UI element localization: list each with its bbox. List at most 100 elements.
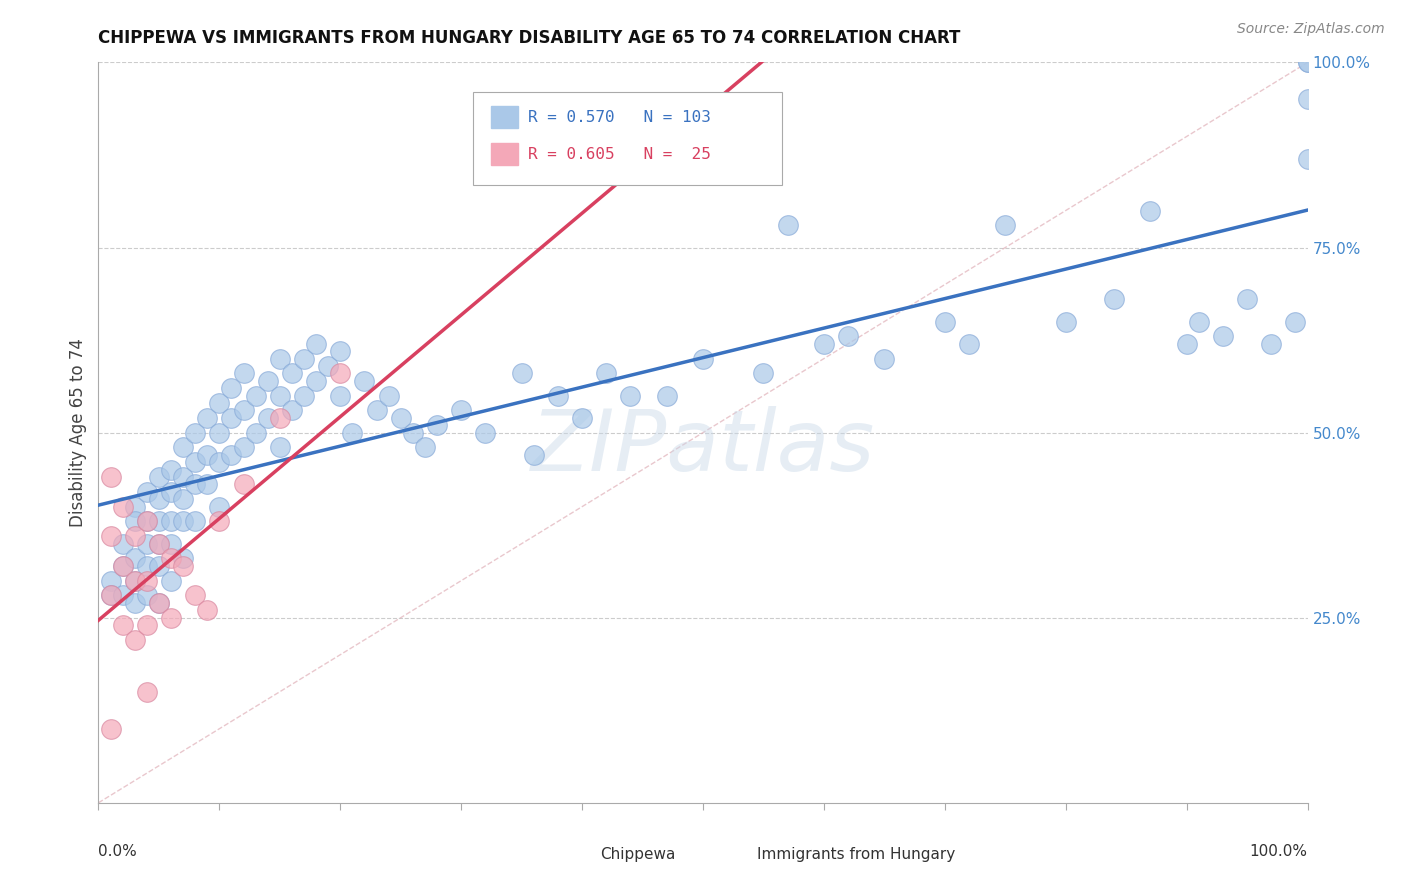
Point (269, 410, 291, 425)
Point (135, 589, 157, 603)
Point (1296, 55, 1319, 70)
Point (342, 425, 364, 440)
Point (245, 388, 267, 402)
Point (195, 477, 218, 491)
Point (269, 388, 291, 402)
Point (221, 381, 243, 395)
Bar (492, 106, 517, 128)
Point (172, 551, 194, 566)
Point (111, 558, 134, 573)
Point (184, 477, 207, 491)
Point (195, 603, 218, 617)
Point (450, 403, 472, 417)
Text: Source: ZipAtlas.com: Source: ZipAtlas.com (1237, 22, 1385, 37)
Point (389, 410, 412, 425)
Point (281, 367, 304, 381)
Point (1139, 203, 1161, 218)
Text: ZIPatlas: ZIPatlas (531, 406, 875, 489)
Point (148, 558, 170, 573)
Text: CHIPPEWA VS IMMIGRANTS FROM HUNGARY DISABILITY AGE 65 TO 74 CORRELATION CHART: CHIPPEWA VS IMMIGRANTS FROM HUNGARY DISA… (98, 29, 960, 47)
Point (111, 500, 134, 514)
Point (208, 515, 231, 529)
Point (172, 470, 194, 484)
Point (256, 410, 278, 425)
Point (124, 574, 146, 588)
Point (148, 596, 170, 610)
Point (160, 515, 183, 529)
Point (135, 515, 157, 529)
Point (292, 351, 315, 366)
Text: Immigrants from Hungary: Immigrants from Hungary (758, 847, 956, 863)
Point (221, 448, 243, 462)
Point (184, 589, 207, 603)
Point (111, 558, 134, 573)
Point (353, 374, 375, 388)
Point (111, 618, 134, 632)
Point (1284, 314, 1306, 328)
Point (111, 536, 134, 550)
Point (172, 558, 194, 573)
Point (994, 219, 1017, 233)
Point (245, 425, 267, 440)
Point (172, 492, 194, 507)
Point (172, 441, 194, 455)
Point (135, 536, 157, 550)
Point (1296, 92, 1319, 106)
Point (184, 455, 207, 469)
Point (595, 367, 617, 381)
Text: 0.0%: 0.0% (98, 844, 138, 858)
Point (837, 329, 859, 343)
Y-axis label: Disability Age 65 to 74: Disability Age 65 to 74 (69, 338, 87, 527)
Point (426, 418, 449, 433)
Point (124, 551, 146, 566)
Point (208, 396, 231, 410)
FancyBboxPatch shape (474, 92, 782, 185)
Point (221, 410, 243, 425)
Point (269, 351, 291, 366)
Point (208, 425, 231, 440)
Point (100, 589, 122, 603)
Point (1188, 314, 1211, 328)
Point (160, 462, 183, 476)
Text: R = 0.570   N = 103: R = 0.570 N = 103 (527, 111, 710, 126)
Point (135, 558, 157, 573)
Point (208, 500, 231, 514)
Text: R = 0.605   N =  25: R = 0.605 N = 25 (527, 147, 710, 162)
Text: Chippewa: Chippewa (600, 847, 676, 863)
Point (160, 610, 183, 624)
Point (329, 388, 352, 402)
Point (377, 388, 399, 402)
Point (124, 574, 146, 588)
Point (124, 632, 146, 647)
Point (619, 388, 641, 402)
Point (934, 314, 956, 328)
Point (232, 403, 254, 417)
Point (135, 574, 157, 588)
Point (135, 515, 157, 529)
Point (184, 515, 207, 529)
Point (100, 722, 122, 736)
Point (957, 336, 980, 351)
Point (256, 374, 278, 388)
Point (269, 441, 291, 455)
Point (1236, 293, 1258, 307)
Point (148, 536, 170, 550)
Point (692, 351, 714, 366)
Point (148, 596, 170, 610)
Point (160, 551, 183, 566)
Point (1260, 336, 1282, 351)
Point (208, 455, 231, 469)
Point (316, 359, 339, 373)
Point (232, 441, 254, 455)
Point (100, 589, 122, 603)
Point (195, 410, 218, 425)
Point (100, 529, 122, 543)
Point (148, 515, 170, 529)
Point (1175, 336, 1198, 351)
Point (571, 410, 593, 425)
Point (184, 425, 207, 440)
Point (474, 425, 496, 440)
Point (100, 574, 122, 588)
Point (124, 596, 146, 610)
Point (232, 367, 254, 381)
